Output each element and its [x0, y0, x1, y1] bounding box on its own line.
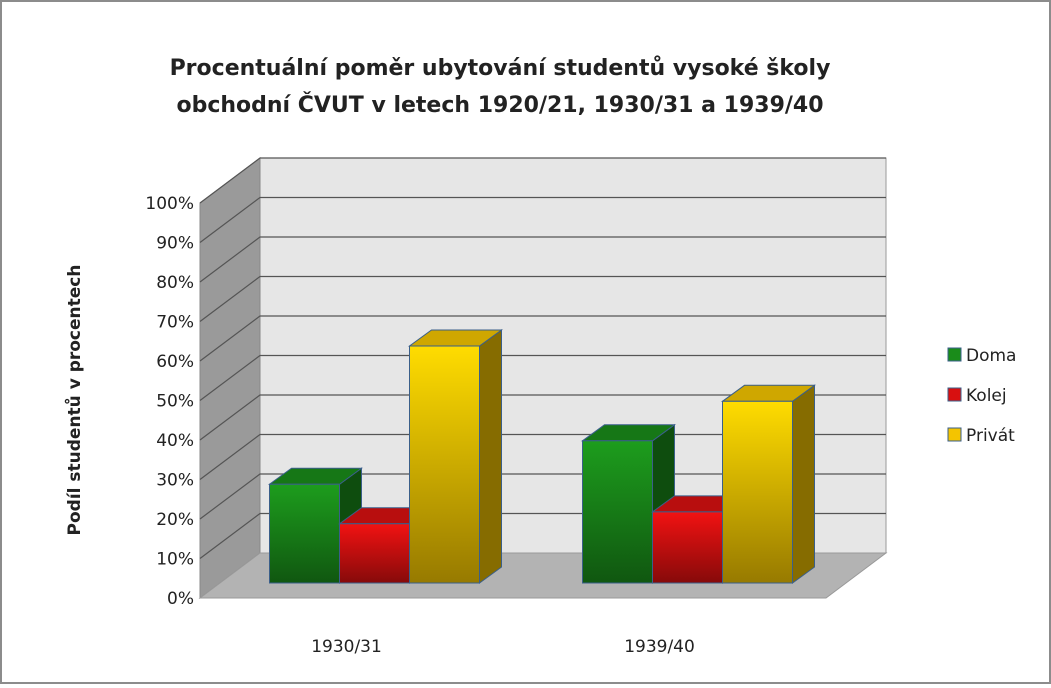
bar-front — [652, 511, 723, 584]
y-tick-label: 50% — [156, 392, 194, 412]
bar-front — [269, 483, 340, 584]
y-axis-label: Podíl studentů v procentech — [63, 265, 85, 536]
y-tick-label: 80% — [156, 273, 194, 293]
bar-front — [722, 400, 793, 584]
legend-label: Kolej — [966, 386, 1007, 406]
bar — [267, 467, 364, 584]
y-tick-label: 40% — [156, 431, 194, 451]
y-tick-label: 30% — [156, 471, 194, 491]
bar — [720, 384, 817, 584]
y-tick-label: 20% — [156, 510, 194, 530]
y-tick-label: 70% — [156, 313, 194, 333]
grid-line — [199, 315, 886, 362]
grid-line — [199, 394, 886, 441]
x-tick-label: 1930/31 — [311, 637, 382, 657]
legend-swatch — [947, 427, 962, 442]
grid-line — [199, 354, 886, 401]
grid-line — [199, 236, 886, 283]
legend-label: Doma — [966, 346, 1016, 366]
bar-side — [479, 329, 502, 584]
bar-side — [792, 384, 815, 584]
grid-line — [199, 196, 886, 243]
x-tick-label: 1939/40 — [624, 637, 695, 657]
grid-line — [199, 157, 886, 204]
legend-swatch — [947, 347, 962, 362]
y-tick-label: 10% — [156, 550, 194, 570]
grid-line — [199, 433, 886, 480]
y-tick-label: 60% — [156, 352, 194, 372]
bar-front — [409, 345, 480, 584]
legend-swatch — [947, 387, 962, 402]
bar-front — [582, 440, 653, 584]
chart-title: Procentuální poměr ubytování studentů vy… — [170, 56, 831, 81]
y-tick-label: 100% — [145, 194, 194, 214]
y-tick-label: 0% — [167, 589, 194, 609]
bar-front — [339, 523, 410, 584]
legend-label: Privát — [966, 426, 1015, 446]
y-tick-label: 90% — [156, 234, 194, 254]
chart-title: obchodní ČVUT v letech 1920/21, 1930/31 … — [176, 92, 823, 118]
grid-line — [199, 473, 886, 520]
bar — [407, 329, 504, 584]
grid-line — [199, 275, 886, 322]
